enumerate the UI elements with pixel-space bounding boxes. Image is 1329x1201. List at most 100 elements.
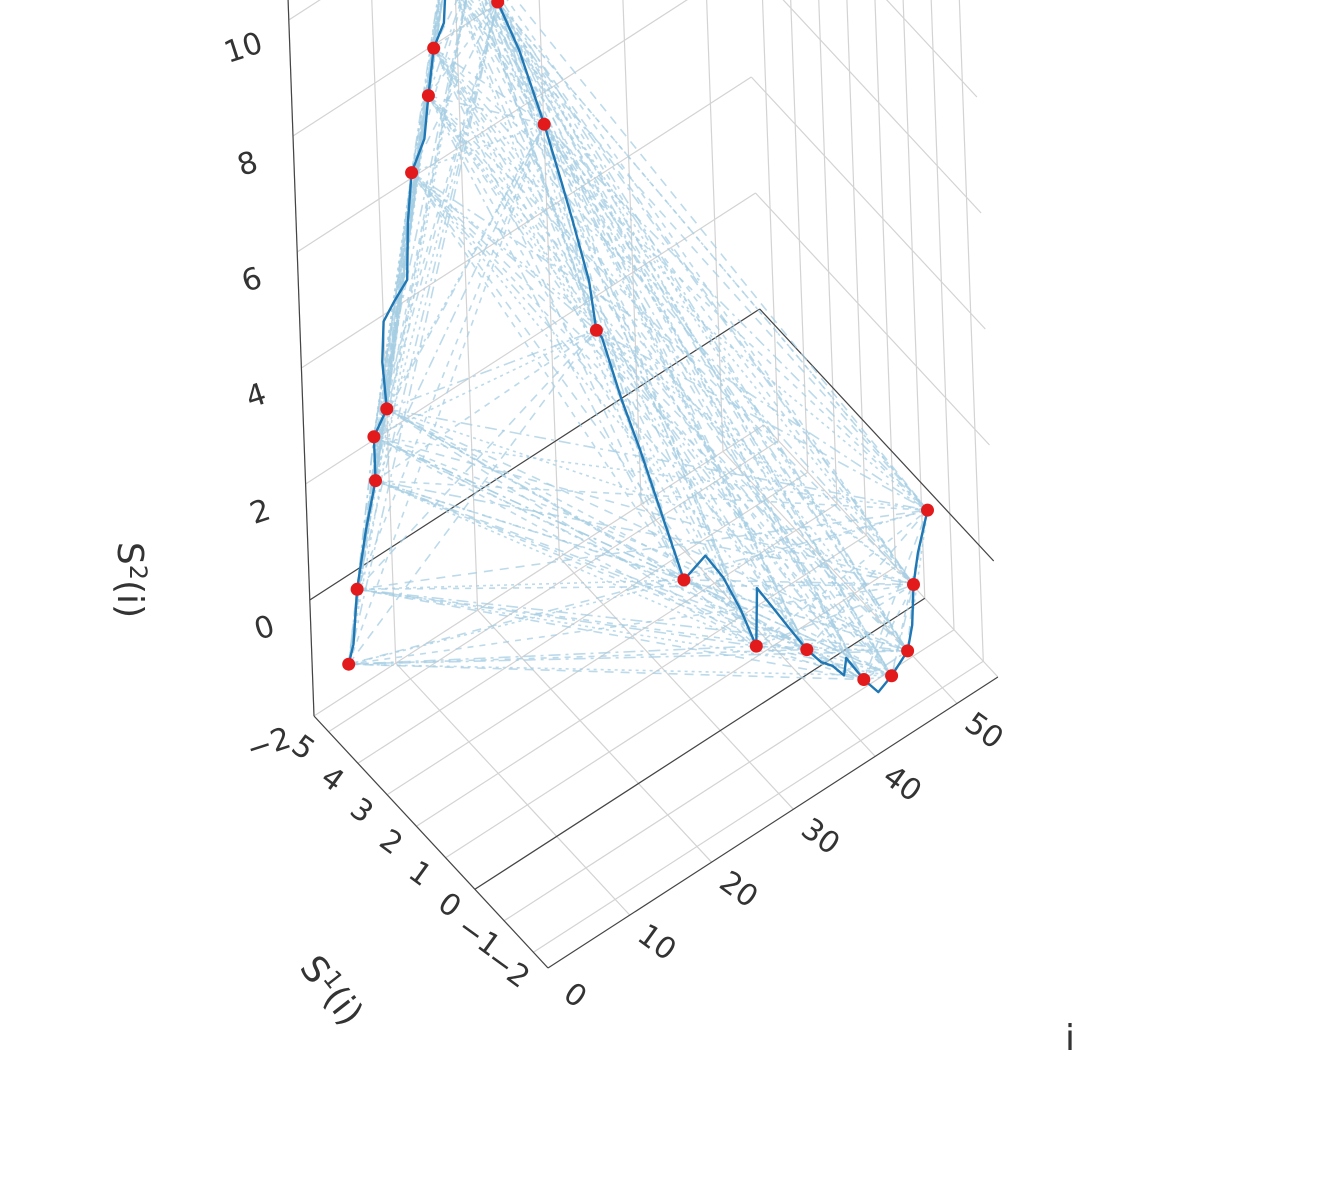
connection-line (595, 329, 893, 677)
connection-line (506, 0, 915, 585)
connection-line (411, 172, 893, 677)
connection-line (386, 123, 545, 410)
wall-gridline-s2 (313, 424, 765, 717)
x-axis-title: i (1065, 1018, 1075, 1059)
connection-line (386, 408, 914, 586)
connection-line (433, 47, 893, 677)
data-point (589, 323, 603, 337)
wall-gridline-s2 (755, 192, 990, 446)
connection-line (496, 1, 598, 331)
wall-gridline-s1 (902, 0, 926, 599)
x-tick-label: 10 (631, 917, 682, 968)
zero-line-s2-back (309, 308, 761, 601)
connection-line (491, 0, 915, 585)
connection-line (348, 509, 928, 665)
connection-line (386, 172, 413, 409)
connection-line (494, 0, 929, 511)
connection-line (373, 123, 545, 438)
connection-line (432, 47, 758, 647)
connection-line (375, 479, 808, 651)
wall-gridline-i (538, 0, 560, 558)
connection-line (497, 1, 929, 511)
connection-line (427, 95, 893, 677)
trajectory-line (347, 0, 929, 694)
data-point (369, 474, 382, 488)
wall-gridline-s1 (761, 0, 780, 441)
wall-gridline-i (454, 0, 479, 611)
connection-line (595, 329, 808, 651)
connection-line (478, 0, 685, 581)
connection-line (348, 650, 908, 665)
connection-line (410, 172, 685, 581)
wall-gridline-s1 (790, 0, 809, 473)
connection-line (375, 479, 892, 677)
connection-line (348, 579, 685, 665)
wall-gridline-i (622, 0, 642, 505)
wall-gridline-s1 (846, 0, 867, 536)
connection-line (484, 0, 808, 650)
data-point (367, 430, 381, 444)
wall-gridline-s2 (886, 0, 978, 98)
connection-line (411, 171, 597, 331)
data-point (537, 117, 551, 131)
zero-line-i (287, 0, 315, 717)
connection-line (348, 645, 757, 665)
wall-gridline-s2 (782, 0, 982, 214)
connection-line (543, 123, 929, 511)
data-point (421, 89, 435, 103)
z-tick-label: 0 (250, 609, 279, 648)
connection-line (466, 0, 915, 585)
connection-line (410, 95, 430, 173)
y-tick-label: 0 (431, 886, 467, 926)
y-tick-label: 4 (314, 760, 350, 800)
x-tick-label: 30 (795, 811, 846, 862)
z-tick-label: −2 (242, 721, 295, 768)
connection-line (480, 0, 685, 581)
connection-line (543, 123, 685, 581)
connection-line (480, 0, 598, 331)
connection-line (496, 1, 758, 647)
connection-line (356, 588, 864, 681)
trajectory-layer (347, 0, 929, 694)
connection-line (386, 408, 928, 511)
connection-line (373, 436, 928, 511)
connection-line (487, 0, 893, 677)
data-point (921, 503, 934, 517)
connection-line (348, 329, 598, 665)
connection-line (806, 648, 865, 681)
connection-line (427, 95, 685, 581)
connection-line (357, 579, 684, 591)
connection-line (543, 123, 865, 680)
connection-line (863, 650, 909, 681)
connection-line (497, 1, 893, 677)
y-tick-label: 3 (343, 791, 379, 831)
floor-gridline-s1 (386, 503, 838, 796)
connection-line (486, 0, 865, 680)
connection-line (427, 94, 929, 511)
connection-line (489, 0, 909, 652)
z-axis-title-suffix: (i) (109, 580, 150, 618)
connection-line (386, 0, 467, 410)
floor-gridline-s1 (357, 471, 809, 764)
connection-line (456, 0, 598, 331)
connection-line (374, 123, 545, 481)
connection-line (347, 123, 545, 665)
connection-line (497, 1, 915, 585)
z-tick-label: 4 (242, 377, 271, 416)
connection-line (411, 123, 545, 174)
wall-gridline-i (706, 0, 724, 452)
connection-line (890, 584, 915, 676)
connection-line (595, 329, 758, 647)
connection-line (410, 172, 808, 651)
connection-line (483, 0, 758, 647)
connection-line (806, 583, 914, 651)
connection-line (756, 583, 914, 647)
connection-line (386, 0, 441, 410)
connection-line (683, 579, 757, 647)
y-tick-label: 2 (373, 823, 409, 863)
connection-line (356, 588, 892, 677)
wall-gridline-i (371, 0, 397, 664)
connection-line (863, 509, 929, 680)
